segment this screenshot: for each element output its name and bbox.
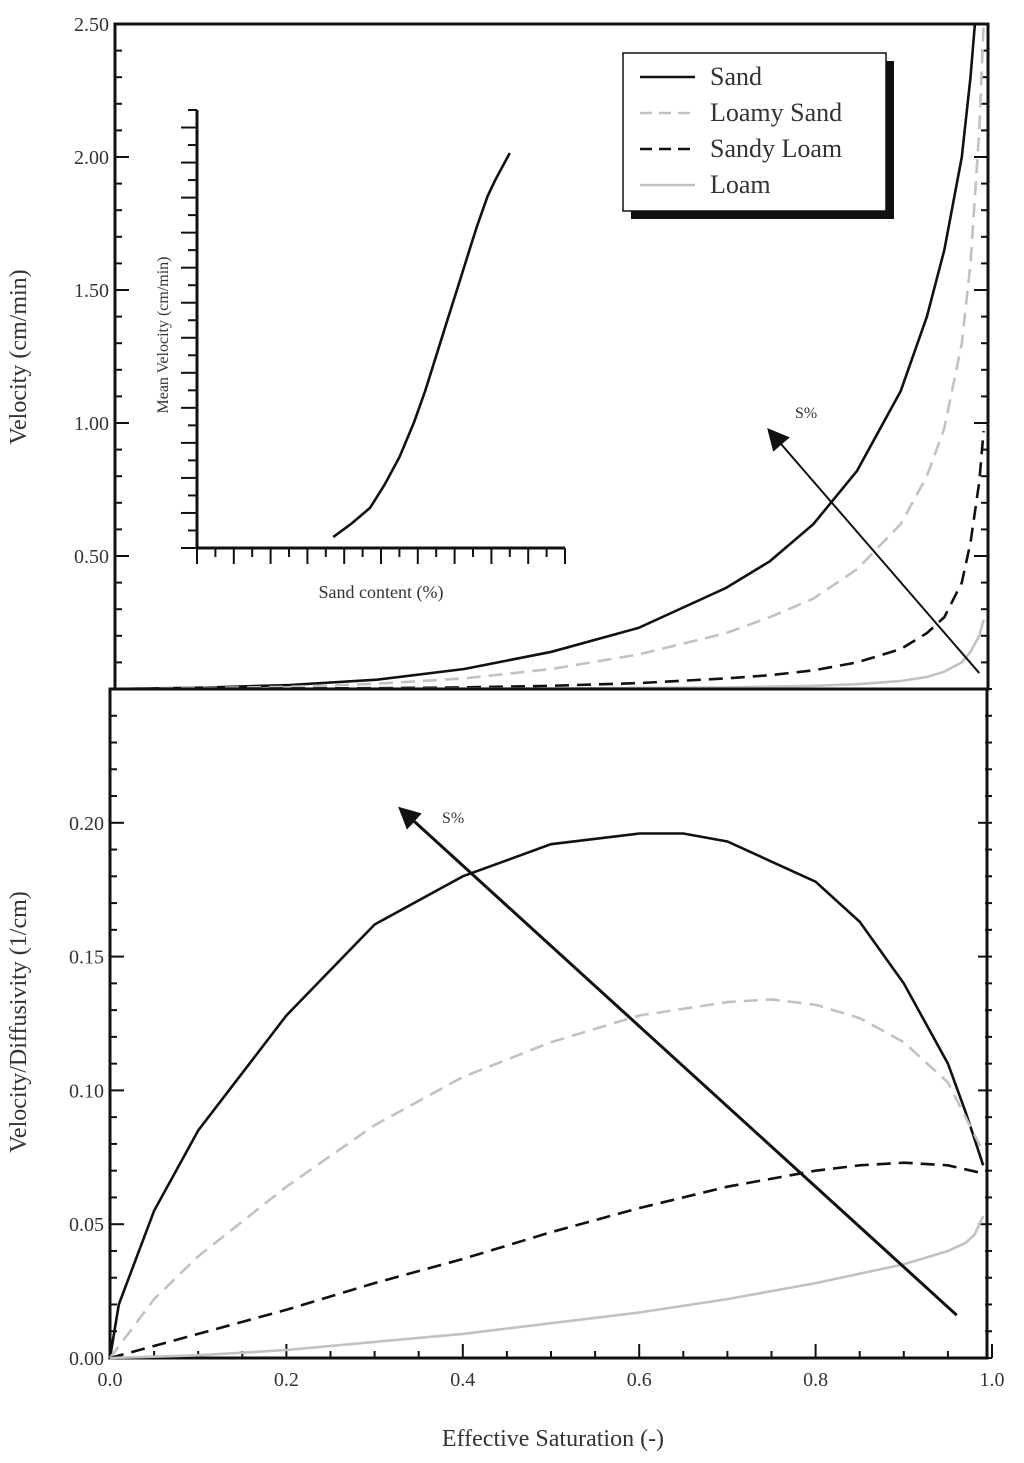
bottom-y-tick-label: 0.00 [69,1348,104,1370]
top-y-tick-label: 1.50 [74,280,109,302]
bottom-y-tick-label: 0.05 [69,1214,104,1236]
bottom-x-tick-label: 0.6 [627,1369,652,1391]
bottom-panel: 0.00 0.05 0.10 0.15 0.20 0.0 0.2 0.4 0.6 0.8 1.0 S… [6,687,1005,1452]
bottom-x-tick-label: 0.8 [803,1369,828,1391]
top-y-tick-label: 2.50 [74,14,109,36]
bottom-x-tick-label: 0.0 [98,1369,123,1391]
bottom-y-axis-label: Velocity/Diffusivity (1/cm) [6,891,32,1153]
bottom-y-tick-label: 0.15 [69,947,104,969]
bottom-x-tick-label: 0.2 [274,1369,299,1391]
bottom-y-tick-label: 0.10 [69,1080,104,1102]
bottom-series-loamy-sand [108,998,985,1359]
bottom-x-tick-label: 1.0 [980,1369,1005,1391]
inset-x-axis-label: Sand content (%) [319,582,444,603]
bottom-s-arrow-label: S% [442,810,464,827]
legend-label-loamy-sand: Loamy Sand [710,98,842,127]
bottom-series-sand [108,832,985,1359]
top-s-arrow-label: S% [795,405,817,422]
top-y-tick-label: 1.00 [74,413,109,435]
top-s-arrow-label-text: S% [795,405,817,422]
top-series-loamy-sand [114,23,985,691]
bottom-x-axis-label: Effective Saturation (-) [442,1426,664,1452]
bottom-plot-frame [108,687,989,1360]
top-series-loam [114,619,985,691]
bottom-series [108,832,985,1360]
inset-chart: Sand content (%) Mean Velocity (cm/min) [155,109,566,603]
bottom-s-arrow-label-text: S% [442,810,464,827]
bottom-s-arrow [398,806,958,1317]
bottom-y-tick-label: 0.20 [69,813,104,835]
top-y-tick-label: 0.50 [74,546,109,568]
inset-series [332,152,511,539]
legend-label-sand: Sand [710,62,762,91]
legend-label-loam: Loam [710,170,771,199]
bottom-x-tick-label: 0.4 [450,1369,475,1391]
top-y-tick-label: 2.00 [74,147,109,169]
legend-label-sandy-loam: Sandy Loam [710,134,842,163]
top-s-arrow [767,427,981,674]
top-panel: 0.50 1.00 1.50 2.00 2.50 S% Velocity (cm/min… [6,14,990,691]
bottom-series-sandy-loam [109,1161,984,1360]
top-series-sandy-loam [114,430,985,691]
top-y-ticks: 0.50 1.00 1.50 2.00 2.50 [74,14,988,690]
inset-axes [181,109,566,564]
bottom-axis-ticks: 0.00 0.05 0.10 0.15 0.20 0.0 0.2 0.4 0.6 0.8 1.0 [69,688,1005,1391]
inset-y-axis-label: Mean Velocity (cm/min) [155,257,172,414]
top-series-sand [114,23,977,691]
legend: Sand Loamy Sand Sandy Loam Loam [622,52,894,219]
bottom-series-loam [109,1215,985,1360]
inset-series-mean-velocity [332,152,511,539]
legend-items: Sand Loamy Sand Sandy Loam Loam [640,62,842,199]
top-y-axis-label: Velocity (cm/min) [6,269,32,444]
